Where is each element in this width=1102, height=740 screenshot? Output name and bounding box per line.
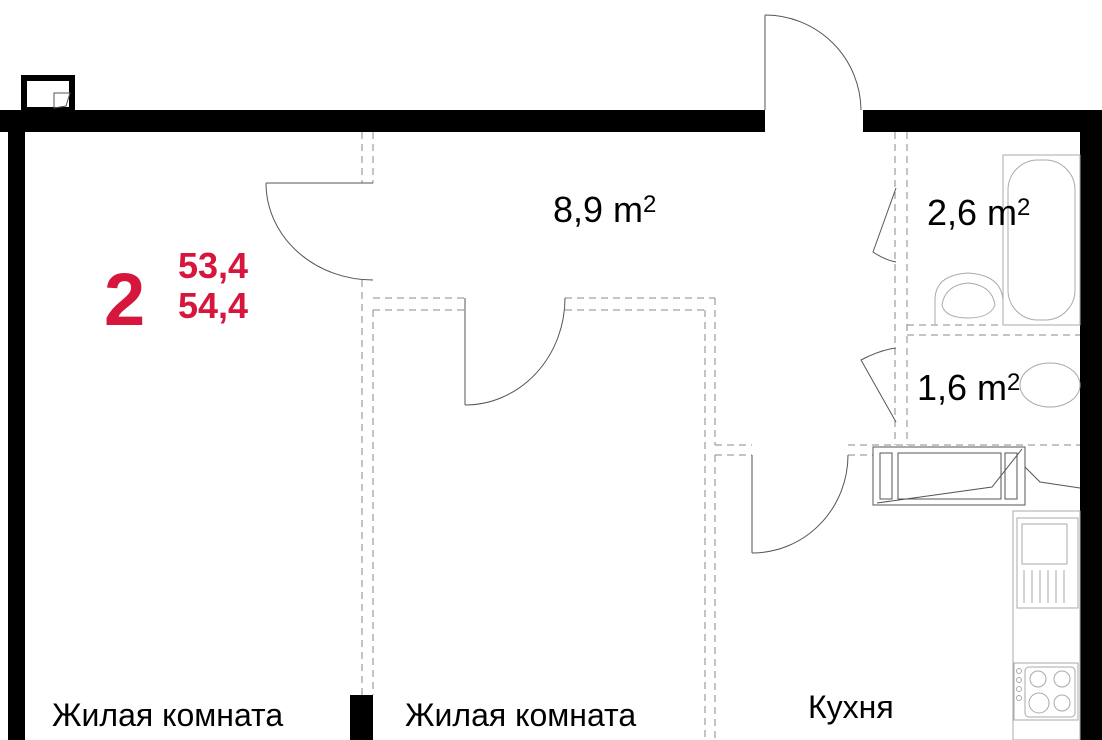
toilet [1019,362,1081,408]
exterior-walls [0,110,1102,740]
bathtub [1002,154,1081,326]
total-area-alt: 54,4 [178,285,248,326]
interior-partitions [361,132,1080,740]
wc-area: 1,6 m2 [917,367,1020,408]
kitchen-counter [1012,510,1081,740]
stove [1013,662,1079,721]
bathroom-door [872,187,897,263]
room1-door [265,182,374,281]
entrance-door [764,14,862,111]
kitchen-door [751,454,849,554]
hall-area: 8,9 m2 [553,189,656,230]
room2-door [464,297,566,406]
kitchen-label: Кухня [808,689,894,725]
bath-area-value: 2,6 m [927,192,1017,233]
room1-label: Жилая комната [52,697,283,733]
sup: 2 [1017,194,1030,221]
sup: 2 [1007,369,1020,396]
sup: 2 [643,191,656,218]
kitchen-sink [1016,517,1079,609]
wc-door [860,347,897,423]
partition-wall [350,695,373,740]
room2-label: Жилая комната [405,697,636,733]
hall-area-value: 8,9 m [553,189,643,230]
bath-sink [934,272,1004,325]
shaft [21,75,75,113]
vent-duct [872,446,1081,506]
rooms-count: 2 [104,258,145,341]
wc-area-value: 1,6 m [917,367,1007,408]
total-area: 53,4 [178,245,248,286]
bath-area: 2,6 m2 [927,192,1030,233]
